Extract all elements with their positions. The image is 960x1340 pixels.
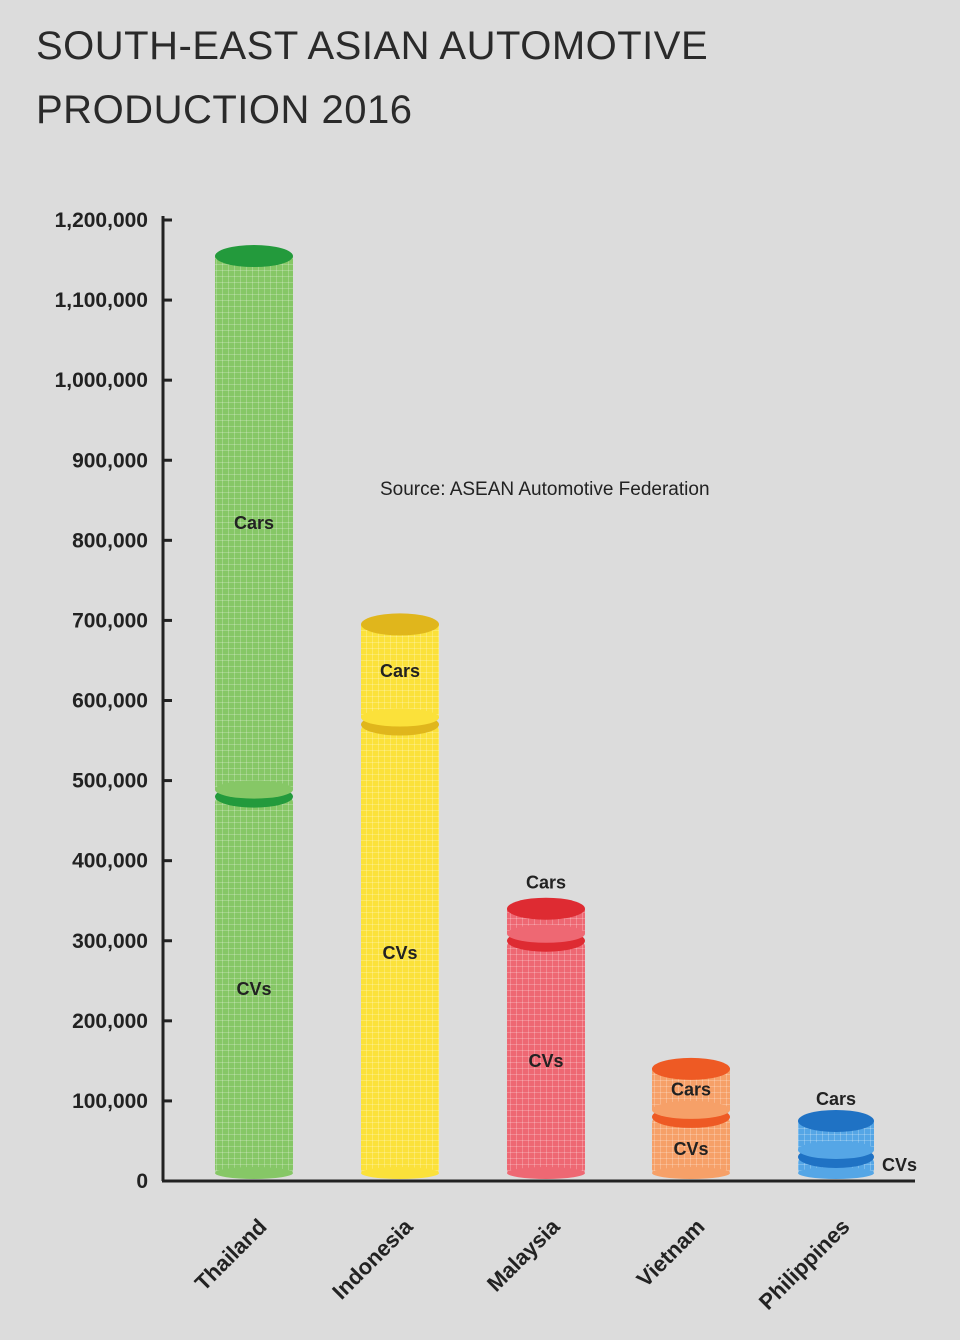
y-tick-label: 300,000	[72, 930, 148, 953]
segment-label-cvs: CVs	[236, 979, 271, 999]
bar-cars-cap	[507, 897, 585, 920]
bar-group-malaysia: Cars CVs	[507, 873, 585, 1179]
x-tick-label: Thailand	[190, 1214, 272, 1296]
bar-group-philippines: Cars CVs	[798, 1089, 917, 1179]
y-tick-label: 1,000,000	[55, 369, 148, 392]
bar-cars-cap	[215, 245, 293, 268]
bar-cars-cap	[652, 1057, 730, 1080]
x-tick-label: Malaysia	[482, 1213, 565, 1296]
segment-label-cvs: CVs	[882, 1155, 917, 1175]
bar-cvs-bottom	[652, 1167, 730, 1179]
bar-cvs-bottom	[507, 1167, 585, 1179]
segment-label-cars: Cars	[671, 1079, 711, 1099]
segment-label-cars: Cars	[526, 873, 566, 893]
bar-cvs-texture	[652, 1116, 730, 1175]
bar-cars-bottom	[798, 1140, 874, 1159]
chart-title-line-1: SOUTH-EAST ASIAN AUTOMOTIVE	[36, 24, 709, 68]
bar-cvs-bottom	[798, 1167, 874, 1179]
x-tick-label: Indonesia	[327, 1213, 418, 1304]
bars: Cars CVs Cars CVs Cars CVs Cars CVs Cars CVs	[215, 245, 917, 1179]
y-tick-label: 0	[136, 1170, 148, 1193]
segment-label-cvs: CVs	[528, 1051, 563, 1071]
bar-cars-bottom	[215, 780, 293, 799]
bar-cvs-texture	[507, 940, 585, 1175]
axes: 0 100,000 200,000 300,000 400,000 500,000 600,…	[55, 209, 915, 1193]
chart-title: SOUTH-EAST ASIAN AUTOMOTIVE PRODUCTION 2…	[36, 14, 708, 142]
segment-label-cars: Cars	[380, 661, 420, 681]
segment-label-cvs: CVs	[673, 1139, 708, 1159]
y-tick-label: 600,000	[72, 690, 148, 713]
y-tick-label: 900,000	[72, 449, 148, 472]
bar-cars-cap	[798, 1109, 874, 1132]
y-tick-label: 100,000	[72, 1090, 148, 1113]
x-tick-label: Vietnam	[632, 1214, 710, 1292]
segment-label-cvs: CVs	[382, 943, 417, 963]
chart-title-line-2: PRODUCTION 2016	[36, 88, 413, 132]
bar-cvs-texture	[215, 796, 293, 1175]
y-tick-label: 800,000	[72, 529, 148, 552]
bar-cvs-bottom	[361, 1167, 439, 1179]
y-tick-label: 400,000	[72, 850, 148, 873]
y-tick-label: 200,000	[72, 1010, 148, 1033]
y-tick-label: 1,100,000	[55, 289, 148, 312]
bar-cars-bottom	[652, 1100, 730, 1119]
x-axis-labels: Thailand Indonesia Malaysia Vietnam Philippi…	[190, 1213, 855, 1314]
bar-cars-bottom	[507, 924, 585, 943]
bar-cars-texture	[215, 256, 293, 790]
bar-cars-cap	[361, 613, 439, 636]
y-tick-label: 700,000	[72, 609, 148, 632]
bar-group-indonesia: Cars CVs	[361, 613, 439, 1179]
bar-group-thailand: Cars CVs	[215, 245, 293, 1179]
segment-label-cars: Cars	[816, 1089, 856, 1109]
bar-cars-bottom	[361, 708, 439, 727]
bar-group-vietnam: Cars CVs	[652, 1057, 730, 1179]
bar-cvs-bottom	[215, 1167, 293, 1179]
x-tick-label: Philippines	[754, 1214, 855, 1315]
bar-cvs-texture	[361, 724, 439, 1175]
y-tick-label: 500,000	[72, 770, 148, 793]
source-note: Source: ASEAN Automotive Federation	[380, 479, 710, 500]
y-tick-label: 1,200,000	[55, 209, 148, 232]
segment-label-cars: Cars	[234, 513, 274, 533]
bar-cars-texture	[361, 624, 439, 718]
